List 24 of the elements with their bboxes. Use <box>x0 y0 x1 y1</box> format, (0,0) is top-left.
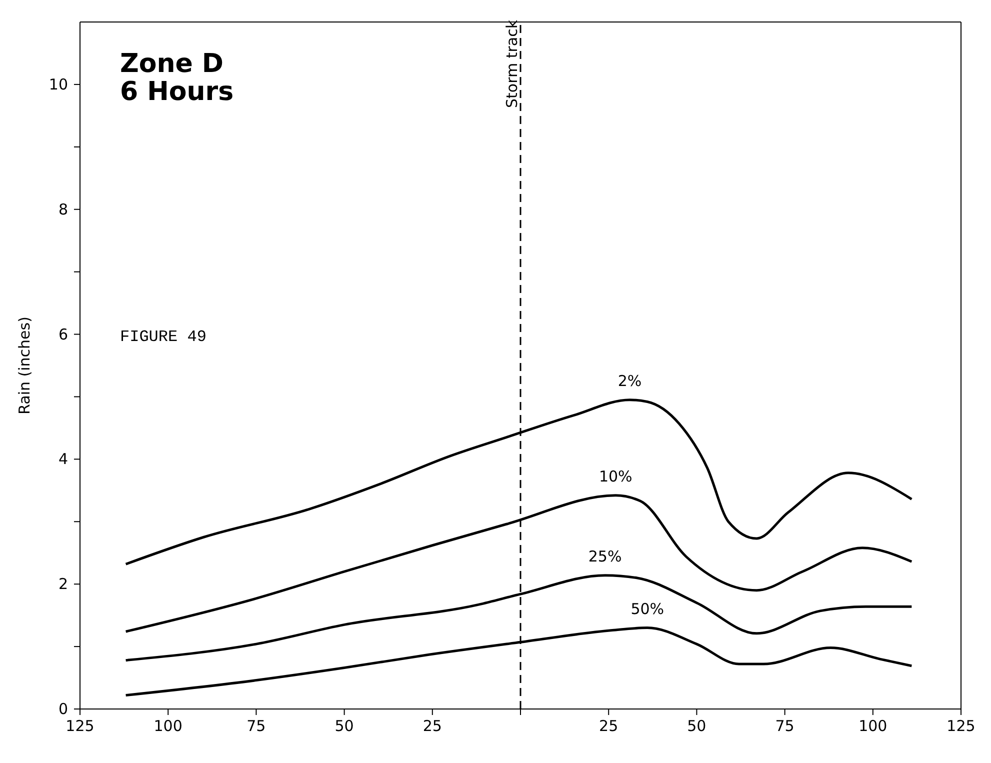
y-tick-label: 8 <box>58 200 68 218</box>
series-label: 50% <box>630 600 664 618</box>
x-tick-label: 25 <box>599 717 618 735</box>
text: Zone D 6 Hours <box>120 49 234 107</box>
series-label: 2% <box>618 372 642 390</box>
ref-line-label: Storm track <box>503 20 522 108</box>
x-tick-label: 25 <box>422 717 442 735</box>
y-tick-label: 10 <box>48 75 68 94</box>
x-tick-label: 50 <box>334 717 354 735</box>
x-tick-label: 50 <box>687 717 706 735</box>
x-tick-label: 75 <box>246 717 266 735</box>
y-tick-label: 6 <box>58 325 68 344</box>
y-tick-label: 4 <box>58 450 68 468</box>
x-tick-label: 100 <box>858 717 888 735</box>
y-axis-title: Rain (inches) <box>15 316 34 414</box>
series-label: 25% <box>588 547 622 566</box>
annotation: FIGURE 49 <box>120 328 206 346</box>
x-tick-label: 125 <box>66 717 94 735</box>
x-tick-label: 125 <box>946 717 976 735</box>
y-tick-label: 2 <box>58 575 68 594</box>
x-tick-label: 100 <box>154 717 182 735</box>
x-tick-label: 75 <box>775 717 794 735</box>
series-label: 10% <box>598 467 632 486</box>
y-tick-label: 0 <box>58 700 68 718</box>
